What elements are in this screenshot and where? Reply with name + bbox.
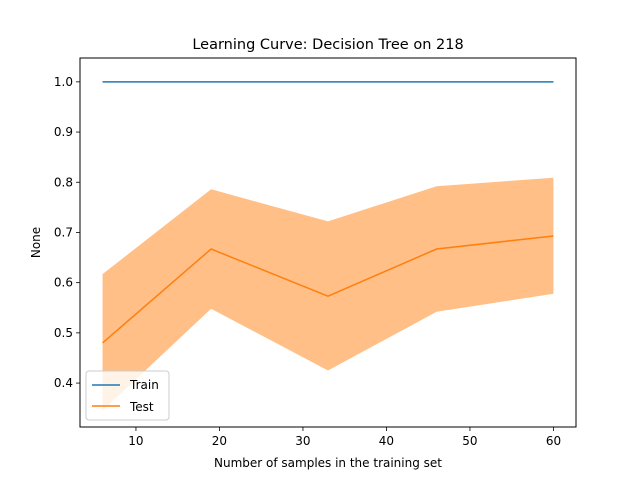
legend-label-test: Test (129, 400, 154, 414)
legend: Train Test (85, 370, 170, 421)
x-tick-label: 60 (546, 434, 561, 448)
x-tick-label: 20 (212, 434, 227, 448)
y-tick-label: 0.9 (54, 125, 73, 139)
y-tick-label: 0.7 (54, 225, 73, 239)
axes-frame (79, 57, 577, 428)
y-axis: 0.4 0.5 0.6 0.7 0.8 0.9 1.0 (54, 75, 80, 390)
x-tick-label: 50 (462, 434, 477, 448)
x-tick-label: 40 (379, 434, 394, 448)
plot-area (102, 81, 554, 411)
y-axis-label: None (29, 227, 43, 258)
band-test (102, 177, 554, 411)
x-tick-label: 30 (295, 434, 310, 448)
chart-title: Learning Curve: Decision Tree on 218 (192, 37, 463, 53)
y-tick-label: 0.4 (54, 376, 73, 390)
legend-label-train: Train (129, 378, 159, 392)
x-axis: 10 20 30 40 50 60 (128, 427, 561, 448)
x-axis-label: Number of samples in the training set (214, 456, 442, 470)
legend-box (85, 370, 170, 421)
y-tick-label: 0.6 (54, 276, 73, 290)
y-tick-label: 0.8 (54, 175, 73, 189)
x-tick-label: 10 (128, 434, 143, 448)
y-tick-label: 0.5 (54, 326, 73, 340)
y-tick-label: 1.0 (54, 75, 73, 89)
